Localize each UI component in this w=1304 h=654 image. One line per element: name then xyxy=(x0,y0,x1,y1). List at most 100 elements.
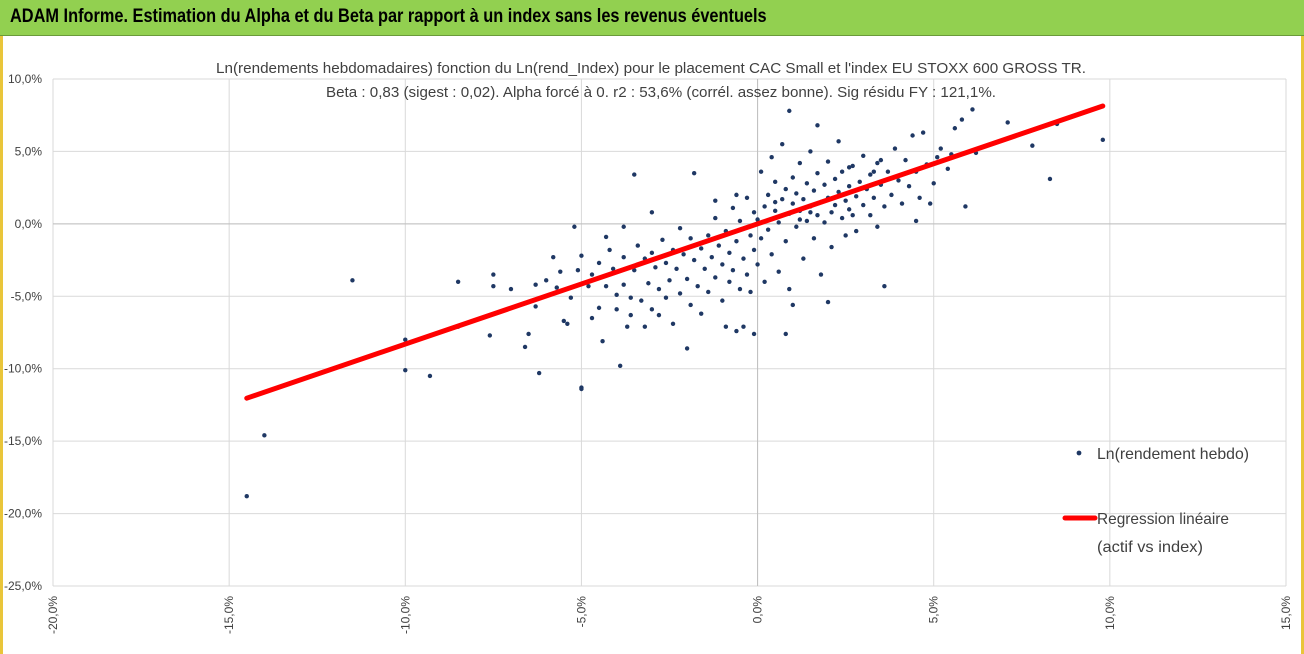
scatter-point xyxy=(691,257,697,263)
scatter-point xyxy=(684,276,690,282)
scatter-point xyxy=(603,283,609,289)
scatter-point xyxy=(649,307,655,312)
chart-title-line-2: Beta : 0,83 (sigest : 0,02). Alpha forcé… xyxy=(326,84,996,101)
scatter-point xyxy=(660,237,665,242)
scatter-point xyxy=(769,155,774,160)
scatter-point xyxy=(765,192,771,198)
scatter-point xyxy=(861,202,866,208)
x-tick-label: 15,0% xyxy=(1279,596,1293,630)
scatter-point xyxy=(832,202,838,208)
scatter-point xyxy=(579,386,584,392)
scatter-point xyxy=(653,265,658,270)
legend-line-label-1: Regression linéaire xyxy=(1097,511,1229,528)
scatter-point xyxy=(403,367,408,373)
scatter-point xyxy=(804,181,810,186)
scatter-point xyxy=(632,172,637,177)
scatter-point xyxy=(780,197,785,202)
scatter-point xyxy=(846,207,852,212)
legend-scatter-marker xyxy=(1076,450,1082,456)
scatter-point xyxy=(846,165,852,170)
scatter-point xyxy=(811,236,817,241)
scatter-point xyxy=(808,149,813,154)
scatter-point xyxy=(758,236,764,241)
scatter-point xyxy=(829,244,834,250)
scatter-point xyxy=(695,283,700,289)
scatter-point xyxy=(596,305,602,311)
scatter-point xyxy=(818,272,824,277)
scatter-point xyxy=(765,227,771,232)
scatter-point xyxy=(607,247,612,253)
scatter-point xyxy=(787,108,792,114)
y-tick-label: -25,0% xyxy=(4,579,42,593)
scatter-point xyxy=(868,172,873,177)
y-tick-label: -10,0% xyxy=(4,362,42,376)
scatter-point xyxy=(755,217,760,222)
grid xyxy=(52,78,1287,587)
scatter-point xyxy=(892,146,898,151)
scatter-point xyxy=(896,178,901,183)
scatter-point xyxy=(536,370,542,376)
scatter-point xyxy=(589,272,595,277)
scatter-point xyxy=(854,228,859,234)
scatter-point xyxy=(959,117,965,122)
scatter-point xyxy=(713,198,718,203)
scatter-point xyxy=(610,266,616,271)
scatter-point xyxy=(670,321,676,327)
scatter-point xyxy=(825,159,831,164)
scatter-point xyxy=(589,315,595,321)
scatter-point xyxy=(350,278,355,283)
scatter-point xyxy=(522,344,528,350)
scatter-point xyxy=(744,272,750,277)
scatter-point xyxy=(706,233,711,238)
scatter-point xyxy=(899,201,905,206)
scatter-point xyxy=(1047,176,1053,182)
scatter-point xyxy=(491,283,496,289)
scatter-point xyxy=(706,289,711,295)
y-tick-label: 0,0% xyxy=(15,217,43,231)
scatter-point xyxy=(508,286,514,292)
scatter-point xyxy=(751,331,757,337)
scatter-point xyxy=(551,254,556,260)
scatter-point xyxy=(755,262,760,267)
scatter-point xyxy=(783,239,788,244)
scatter-point xyxy=(603,234,609,240)
x-tick-label: -10,0% xyxy=(398,596,412,634)
scatter-point xyxy=(688,302,693,308)
scatter-point xyxy=(741,324,746,329)
scatter-point xyxy=(713,215,718,221)
scatter-point xyxy=(790,175,795,180)
scatter-point xyxy=(1100,137,1106,143)
legend: Ln(rendement hebdo) Regression linéaire … xyxy=(1062,446,1249,556)
scatter-point xyxy=(621,224,626,229)
scatter-point xyxy=(663,260,669,266)
scatter-point xyxy=(487,333,493,338)
scatter-point xyxy=(815,212,820,218)
scatter-point xyxy=(639,298,644,303)
scatter-point xyxy=(917,195,922,200)
scatter-point xyxy=(787,286,792,292)
y-tick-label: 5,0% xyxy=(15,144,43,158)
scatter-point xyxy=(586,283,591,289)
scatter-point xyxy=(684,346,690,351)
scatter-point xyxy=(709,254,714,260)
scatter-point xyxy=(663,295,669,300)
scatter-point xyxy=(843,233,848,238)
scatter-point xyxy=(533,282,538,287)
scatter-point xyxy=(572,224,577,229)
y-tick-label: -15,0% xyxy=(4,434,42,448)
y-tick-label: 10,0% xyxy=(8,72,42,86)
scatter-point xyxy=(1030,143,1035,148)
scatter-point xyxy=(614,307,619,312)
scatter-point xyxy=(734,239,739,244)
scatter-point xyxy=(871,195,877,200)
scatter-point xyxy=(913,218,919,224)
scatter-point xyxy=(804,218,810,224)
x-tick-label: 0,0% xyxy=(751,596,765,624)
scatter-point xyxy=(839,215,845,221)
scatter-point xyxy=(533,304,538,309)
scatter-point xyxy=(854,194,859,199)
scatter-point xyxy=(762,204,767,209)
scatter-point xyxy=(565,321,570,327)
scatter-point xyxy=(794,224,799,229)
scatter-point xyxy=(970,107,975,112)
